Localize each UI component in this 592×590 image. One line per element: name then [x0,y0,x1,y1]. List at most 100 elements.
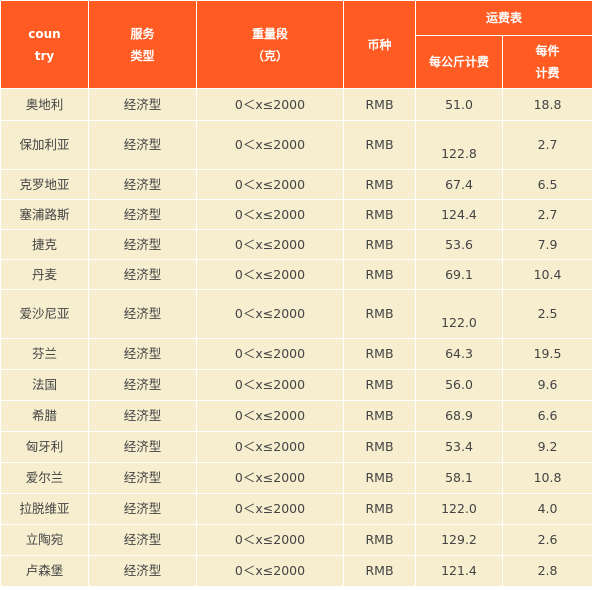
cell-currency: RMB [343,289,416,339]
cell-currency: RMB [343,338,416,370]
cell-weight-range: 0＜x≤2000 [196,259,344,290]
table-header: coun try 服务 类型 重量段 （克） 币种 运费表 每公斤计费 每件 计… [0,0,592,89]
cell-currency: RMB [343,120,416,170]
table-row: 匈牙利 经济型 0＜x≤2000 RMB 53.4 9.2 [0,431,592,463]
cell-currency: RMB [343,431,416,463]
cell-per-item: 2.7 [501,120,592,170]
cell-service-type: 经济型 [88,493,197,525]
cell-country: 立陶宛 [0,524,89,556]
cell-per-item: 7.9 [501,229,592,260]
cell-per-kg: 122.0 [415,493,503,525]
cell-currency: RMB [343,462,416,494]
header-weight-range-line1: 重量段 [251,26,288,41]
header-per-item: 每件 计费 [501,35,592,89]
header-row: coun try 服务 类型 重量段 （克） 币种 运费表 [0,0,592,89]
cell-weight-range: 0＜x≤2000 [196,88,344,121]
cell-per-kg: 68.9 [415,400,503,432]
cell-currency: RMB [343,169,416,200]
cell-per-kg: 64.3 [415,338,503,370]
cell-currency: RMB [343,88,416,121]
table-row: 克罗地亚 经济型 0＜x≤2000 RMB 67.4 6.5 [0,169,592,200]
table-row: 立陶宛 经济型 0＜x≤2000 RMB 129.2 2.6 [0,524,592,556]
header-per-item-line1: 每件 [535,44,560,58]
cell-country: 拉脱维亚 [0,493,89,525]
cell-weight-range: 0＜x≤2000 [196,169,344,200]
cell-per-item: 6.6 [501,400,592,432]
cell-per-kg: 129.2 [415,524,503,556]
cell-currency: RMB [343,493,416,525]
table-row: 希腊 经济型 0＜x≤2000 RMB 68.9 6.6 [0,400,592,432]
cell-per-item: 2.5 [501,289,592,339]
table-row: 塞浦路斯 经济型 0＜x≤2000 RMB 124.4 2.7 [0,199,592,230]
cell-per-kg: 122.8 [415,120,503,170]
cell-country: 希腊 [0,400,89,432]
cell-country: 爱沙尼亚 [0,289,89,339]
cell-service-type: 经济型 [88,431,197,463]
cell-per-kg: 51.0 [415,88,503,121]
cell-weight-range: 0＜x≤2000 [196,229,344,260]
cell-country: 保加利亚 [0,120,89,170]
cell-per-kg: 121.4 [415,555,503,587]
table-body: 奥地利 经济型 0＜x≤2000 RMB 51.0 18.8 保加利亚 经济型 … [0,88,592,587]
cell-per-kg: 67.4 [415,169,503,200]
cell-per-item: 19.5 [501,338,592,370]
cell-weight-range: 0＜x≤2000 [196,524,344,556]
header-weight-range-line2: （克） [251,48,288,63]
table-row: 保加利亚 经济型 0＜x≤2000 RMB 122.8 2.7 [0,120,592,170]
cell-service-type: 经济型 [88,199,197,230]
cell-per-item: 10.4 [501,259,592,290]
cell-per-item: 10.8 [501,462,592,494]
cell-per-kg: 56.0 [415,369,503,401]
header-currency: 币种 [343,0,416,89]
cell-currency: RMB [343,199,416,230]
cell-country: 塞浦路斯 [0,199,89,230]
cell-per-kg: 53.6 [415,229,503,260]
table-row: 丹麦 经济型 0＜x≤2000 RMB 69.1 10.4 [0,259,592,290]
cell-country: 丹麦 [0,259,89,290]
cell-weight-range: 0＜x≤2000 [196,400,344,432]
header-per-kg: 每公斤计费 [415,35,503,89]
cell-per-item: 4.0 [501,493,592,525]
table-row: 芬兰 经济型 0＜x≤2000 RMB 64.3 19.5 [0,338,592,370]
header-service-type: 服务 类型 [88,0,197,89]
cell-weight-range: 0＜x≤2000 [196,369,344,401]
header-service-type-line1: 服务 [130,26,155,41]
cell-service-type: 经济型 [88,88,197,121]
cell-country: 奥地利 [0,88,89,121]
cell-weight-range: 0＜x≤2000 [196,289,344,339]
cell-currency: RMB [343,400,416,432]
cell-country: 爱尔兰 [0,462,89,494]
header-country-line1: coun [28,26,61,41]
table-row: 捷克 经济型 0＜x≤2000 RMB 53.6 7.9 [0,229,592,260]
cell-weight-range: 0＜x≤2000 [196,462,344,494]
cell-service-type: 经济型 [88,289,197,339]
cell-service-type: 经济型 [88,338,197,370]
cell-per-kg: 124.4 [415,199,503,230]
table-row: 奥地利 经济型 0＜x≤2000 RMB 51.0 18.8 [0,88,592,121]
cell-service-type: 经济型 [88,120,197,170]
cell-per-kg: 69.1 [415,259,503,290]
cell-weight-range: 0＜x≤2000 [196,199,344,230]
table-row: 拉脱维亚 经济型 0＜x≤2000 RMB 122.0 4.0 [0,493,592,525]
cell-country: 芬兰 [0,338,89,370]
cell-service-type: 经济型 [88,524,197,556]
cell-country: 匈牙利 [0,431,89,463]
cell-per-item: 2.7 [501,199,592,230]
cell-per-item: 9.6 [501,369,592,401]
cell-per-item: 2.8 [501,555,592,587]
cell-currency: RMB [343,524,416,556]
header-per-item-line2: 计费 [535,66,560,80]
cell-per-item: 9.2 [501,431,592,463]
cell-country: 捷克 [0,229,89,260]
table-row: 爱尔兰 经济型 0＜x≤2000 RMB 58.1 10.8 [0,462,592,494]
cell-weight-range: 0＜x≤2000 [196,120,344,170]
cell-currency: RMB [343,555,416,587]
header-country-line2: try [34,48,55,63]
cell-currency: RMB [343,229,416,260]
cell-per-kg: 122.0 [415,289,503,339]
table-row: 卢森堡 经济型 0＜x≤2000 RMB 121.4 2.8 [0,555,592,587]
cell-currency: RMB [343,259,416,290]
cell-per-item: 18.8 [501,88,592,121]
